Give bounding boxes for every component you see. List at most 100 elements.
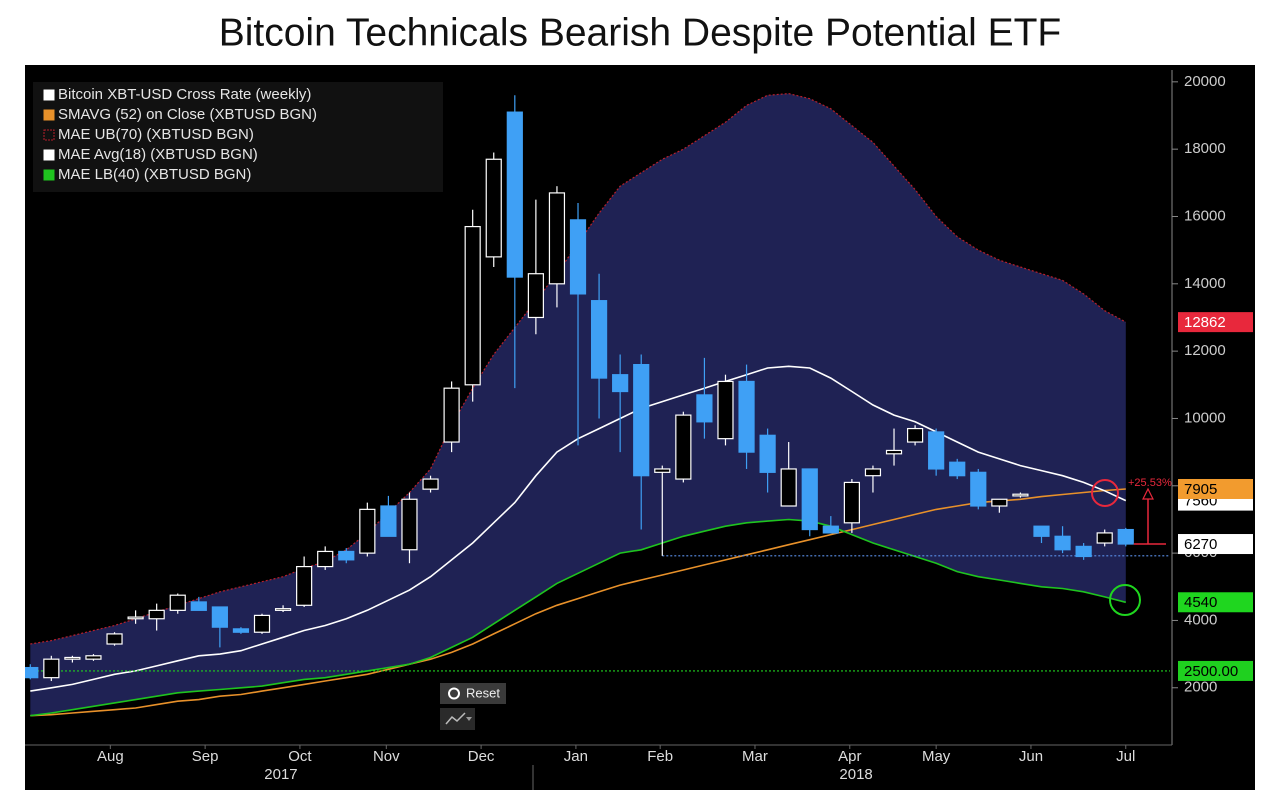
x-tick-label: Jun — [1019, 748, 1043, 765]
year-label: 2017 — [264, 766, 297, 783]
y-tick-label: 10000 — [1184, 409, 1226, 426]
candle-body — [569, 219, 587, 295]
chart-type-bg[interactable] — [440, 708, 475, 730]
candle-body — [127, 616, 144, 620]
annotation: +25.53% — [1128, 477, 1172, 489]
reset-button[interactable]: Reset — [440, 683, 506, 704]
price-tag — [1178, 312, 1253, 333]
price-tag-label: 7905 — [1184, 481, 1217, 498]
price-tag — [1178, 534, 1253, 555]
x-tick-label: Feb — [647, 748, 673, 765]
candle-body — [906, 427, 924, 443]
candle-body — [485, 158, 502, 258]
candle-body — [211, 606, 228, 628]
candle-body — [928, 431, 945, 470]
candle-body — [1096, 532, 1113, 544]
y-tick-label: 2000 — [1184, 679, 1217, 696]
candle-body — [548, 192, 566, 285]
x-tick-label: May — [922, 748, 951, 765]
legend-swatch — [43, 89, 55, 101]
candle-body — [675, 414, 692, 480]
year-label: 2018 — [839, 766, 872, 783]
candle-body — [822, 525, 839, 534]
price-tag — [1178, 660, 1253, 681]
x-tick-label: Jul — [1116, 748, 1135, 765]
legend-label: SMAVG (52) on Close (XBTUSD BGN) — [58, 106, 317, 123]
reset-label[interactable]: Reset — [466, 685, 500, 700]
series-line — [30, 518, 1126, 717]
candle-body — [506, 111, 523, 278]
y-tick-label: 14000 — [1184, 275, 1226, 292]
x-tick-label: Oct — [288, 748, 312, 765]
candle-body — [232, 628, 250, 633]
candle-body — [43, 658, 60, 679]
axes: 2000400060008000100001200014000160001800… — [25, 70, 1226, 783]
candle-body — [717, 380, 734, 440]
x-tick-label: Jan — [564, 748, 588, 765]
candle-body — [253, 614, 271, 633]
plot-area — [25, 92, 1170, 717]
candle-body — [1117, 528, 1134, 545]
price-tag-label: 2500.00 — [1184, 663, 1238, 680]
candle-body — [1012, 493, 1029, 497]
candle-body — [317, 550, 334, 568]
legend-swatch — [43, 109, 55, 121]
highlight-circle — [1091, 479, 1119, 507]
x-tick-label: Mar — [742, 748, 768, 765]
candle-body — [949, 461, 966, 477]
arrow-head — [1142, 487, 1154, 500]
chart-title: Bitcoin Technicals Bearish Despite Poten… — [219, 11, 1062, 54]
candle-body — [190, 601, 207, 611]
price-tag-label: 6270 — [1184, 536, 1217, 553]
y-tick-label: 12000 — [1184, 342, 1226, 359]
x-tick-label: Aug — [97, 748, 124, 765]
candle-body — [464, 225, 481, 386]
dropdown-arrow — [466, 717, 472, 721]
series-line — [30, 92, 1127, 645]
series-line — [30, 488, 1126, 717]
legend-label: MAE UB(70) (XBTUSD BGN) — [58, 126, 254, 143]
x-tick-label: Nov — [373, 748, 400, 765]
y-tick-label: 16000 — [1184, 207, 1226, 224]
candle-body — [401, 498, 418, 551]
legend-box — [33, 82, 443, 192]
legend-label: MAE Avg(18) (XBTUSD BGN) — [58, 146, 258, 163]
price-tag — [1178, 478, 1253, 499]
x-tick-label: Apr — [838, 748, 861, 765]
candle-body — [443, 387, 460, 443]
candle-body — [1054, 535, 1071, 551]
candle-body — [64, 656, 81, 660]
candle-body — [359, 508, 376, 554]
candle-body — [169, 594, 186, 611]
candle-body — [85, 655, 102, 660]
price-tag — [1178, 592, 1253, 613]
highlight-circle — [1109, 584, 1141, 616]
candle-body — [527, 273, 544, 319]
price-tag-label: 12862 — [1184, 314, 1226, 331]
candle-body — [422, 478, 439, 490]
candle-body — [25, 666, 39, 679]
x-tick-label: Dec — [468, 748, 495, 765]
legend-swatch — [43, 169, 55, 181]
chart-type-button[interactable] — [440, 708, 475, 730]
candle-body — [801, 468, 818, 531]
chart-type-icon — [445, 712, 466, 725]
legend-swatch — [43, 129, 55, 141]
candle-body — [696, 394, 713, 423]
candle-body — [612, 374, 629, 393]
candle-body — [274, 608, 292, 611]
candle-body — [1075, 545, 1092, 558]
candle-body — [296, 565, 313, 606]
y-tick-label: 4000 — [1184, 611, 1217, 628]
candle-body — [780, 468, 797, 507]
candle-body — [654, 468, 671, 473]
candle-body — [106, 633, 123, 645]
candle-body — [633, 364, 650, 477]
candle-body — [864, 468, 882, 477]
legend-label: Bitcoin XBT-USD Cross Rate (weekly) — [58, 86, 311, 103]
candle-body — [885, 449, 903, 455]
